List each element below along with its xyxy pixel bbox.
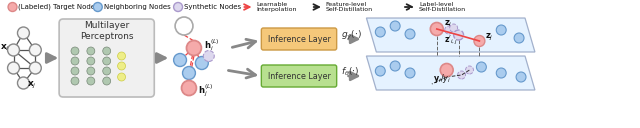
Circle shape: [103, 67, 111, 75]
Circle shape: [186, 40, 202, 56]
Circle shape: [8, 44, 19, 56]
Text: $\mathbf{z}'_{i,j}$: $\mathbf{z}'_{i,j}$: [444, 33, 458, 47]
Text: Multilayer
Perceptrons: Multilayer Perceptrons: [80, 21, 134, 41]
Polygon shape: [367, 18, 535, 52]
Text: Neighboring Nodes: Neighboring Nodes: [104, 4, 170, 10]
Circle shape: [204, 51, 214, 62]
Text: $g_\gamma(\cdot)$: $g_\gamma(\cdot)$: [340, 28, 362, 42]
Text: Inference Layer: Inference Layer: [268, 35, 330, 44]
Circle shape: [71, 67, 79, 75]
Circle shape: [173, 3, 182, 12]
Text: Synthetic Nodes: Synthetic Nodes: [184, 4, 241, 10]
Circle shape: [390, 21, 400, 31]
Circle shape: [175, 17, 193, 35]
Circle shape: [17, 77, 29, 89]
Circle shape: [375, 27, 385, 37]
Circle shape: [375, 66, 385, 76]
FancyBboxPatch shape: [59, 19, 154, 97]
Text: $\mathbf{y}_i/y_i$: $\mathbf{y}_i/y_i$: [433, 72, 451, 84]
Text: $f_\theta(\cdot)$: $f_\theta(\cdot)$: [340, 66, 359, 78]
Circle shape: [103, 77, 111, 85]
Circle shape: [103, 57, 111, 65]
Circle shape: [29, 44, 41, 56]
Text: $\mathbf{x}_j$: $\mathbf{x}_j$: [28, 79, 37, 90]
Circle shape: [87, 67, 95, 75]
Text: Label-level
Self-Distillation: Label-level Self-Distillation: [419, 2, 466, 12]
Circle shape: [430, 23, 444, 35]
Circle shape: [8, 3, 17, 12]
Text: (Labeled) Target Node: (Labeled) Target Node: [19, 4, 95, 10]
Text: Feature-level
Self-Distillation: Feature-level Self-Distillation: [326, 2, 373, 12]
Circle shape: [87, 77, 95, 85]
Circle shape: [182, 81, 196, 95]
Circle shape: [87, 47, 95, 55]
Text: $\mathbf{h}_j^{(L)}$: $\mathbf{h}_j^{(L)}$: [198, 83, 213, 99]
Circle shape: [118, 73, 125, 81]
Circle shape: [103, 47, 111, 55]
Circle shape: [514, 33, 524, 43]
Circle shape: [496, 68, 506, 78]
Circle shape: [454, 30, 463, 40]
Circle shape: [474, 35, 485, 46]
Circle shape: [195, 56, 208, 70]
Text: $\mathbf{z}_i$: $\mathbf{z}_i$: [444, 19, 452, 29]
Circle shape: [182, 67, 195, 79]
Polygon shape: [367, 56, 535, 90]
Circle shape: [458, 71, 465, 79]
Circle shape: [71, 77, 79, 85]
Circle shape: [465, 66, 474, 74]
Circle shape: [405, 29, 415, 39]
Circle shape: [445, 26, 452, 34]
Text: $\mathbf{x}_i$: $\mathbf{x}_i$: [0, 43, 10, 53]
Circle shape: [71, 47, 79, 55]
Circle shape: [450, 24, 458, 32]
Circle shape: [496, 25, 506, 35]
Text: $\mathbf{h}_i^{(L)}$: $\mathbf{h}_i^{(L)}$: [204, 37, 220, 53]
Text: $\mathbf{z}_j$: $\mathbf{z}_j$: [485, 31, 494, 42]
Circle shape: [118, 62, 125, 70]
Text: Learnable
Interpolation: Learnable Interpolation: [257, 2, 297, 12]
Circle shape: [29, 62, 41, 74]
Text: Inference Layer: Inference Layer: [268, 72, 330, 81]
Circle shape: [93, 3, 102, 12]
Circle shape: [8, 62, 19, 74]
Circle shape: [440, 63, 453, 77]
Circle shape: [390, 61, 400, 71]
Circle shape: [173, 54, 186, 67]
Circle shape: [405, 68, 415, 78]
Circle shape: [17, 27, 29, 39]
FancyBboxPatch shape: [261, 65, 337, 87]
Circle shape: [516, 72, 526, 82]
Circle shape: [87, 57, 95, 65]
Circle shape: [118, 52, 125, 60]
Circle shape: [71, 57, 79, 65]
Circle shape: [476, 62, 486, 72]
FancyBboxPatch shape: [261, 28, 337, 50]
